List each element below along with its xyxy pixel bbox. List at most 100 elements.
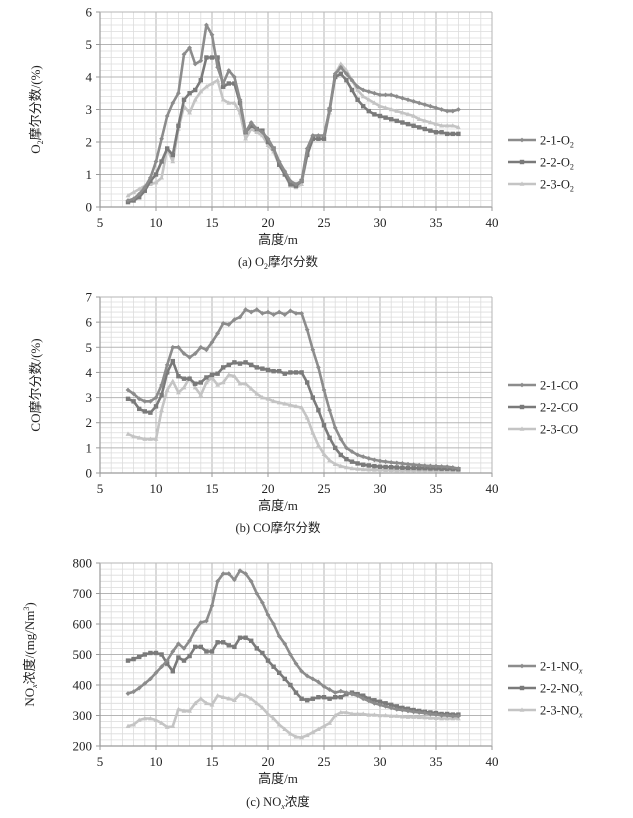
data-point-square <box>142 409 147 414</box>
data-point-square <box>383 701 388 706</box>
data-point-square <box>293 690 299 695</box>
data-point-triangle <box>388 713 394 718</box>
y-tick-label: 7 <box>86 290 93 305</box>
data-point-diamond <box>282 312 288 317</box>
data-point-diamond <box>519 663 525 669</box>
data-point-diamond <box>220 321 226 326</box>
x-tick-label: 30 <box>374 754 387 769</box>
data-point-square <box>377 113 383 119</box>
data-point-diamond <box>416 462 422 468</box>
data-point-square <box>187 376 192 381</box>
data-point-diamond <box>450 713 456 719</box>
x-tick-label: 40 <box>486 481 499 496</box>
data-point-diamond <box>215 578 220 584</box>
data-point-triangle <box>220 379 226 385</box>
x-tick-label: 35 <box>430 481 443 496</box>
data-point-triangle <box>271 715 276 721</box>
data-point-diamond <box>332 71 338 77</box>
data-point-triangle <box>198 696 204 701</box>
data-point-diamond <box>176 344 181 350</box>
data-point-diamond <box>226 68 232 73</box>
data-point-triangle <box>271 398 276 404</box>
data-point-diamond <box>299 178 304 184</box>
data-point-square <box>215 371 220 376</box>
data-point-square <box>249 638 254 643</box>
data-point-square <box>282 371 287 376</box>
data-point-triangle <box>181 708 187 713</box>
data-point-triangle <box>265 396 271 401</box>
data-point-square <box>372 464 377 469</box>
data-point-triangle <box>153 180 159 185</box>
data-point-triangle <box>433 121 439 126</box>
data-point-square <box>209 649 215 654</box>
data-point-triangle <box>405 714 411 719</box>
data-point-diamond <box>204 22 209 28</box>
data-point-triangle <box>265 711 271 716</box>
data-point-diamond <box>332 425 338 431</box>
data-point-square <box>361 693 366 698</box>
data-point-square <box>148 410 153 415</box>
data-point-diamond <box>215 331 220 336</box>
data-point-diamond <box>310 347 316 353</box>
data-point-diamond <box>377 458 383 464</box>
data-point-square <box>226 81 231 86</box>
data-point-diamond <box>422 102 428 108</box>
data-point-diamond <box>288 652 293 657</box>
data-point-square <box>243 635 248 640</box>
series-2-3-O2 <box>125 61 461 198</box>
data-point-diamond <box>209 339 215 345</box>
data-point-triangle <box>405 111 411 117</box>
data-point-diamond <box>164 658 170 663</box>
data-point-triangle <box>444 715 450 721</box>
data-point-triangle <box>316 726 321 732</box>
data-point-square <box>204 375 209 380</box>
data-point-triangle <box>148 715 153 721</box>
data-point-diamond <box>159 382 164 388</box>
data-point-square <box>377 699 383 704</box>
data-point-triangle <box>400 467 405 473</box>
data-point-diamond <box>209 603 215 609</box>
legend-label-main: 2-2-O <box>540 156 570 170</box>
data-point-triangle <box>164 387 170 392</box>
data-point-diamond <box>198 58 204 64</box>
data-point-square <box>383 115 388 120</box>
data-point-triangle <box>416 714 422 720</box>
data-point-triangle <box>136 186 142 191</box>
data-point-triangle <box>164 724 170 729</box>
legend-label-subscript: 2 <box>570 163 574 172</box>
data-point-triangle <box>299 405 304 410</box>
data-point-diamond <box>125 691 131 696</box>
data-point-square <box>417 466 422 471</box>
data-point-triangle <box>170 378 176 384</box>
caption-subscript: 2 <box>264 262 268 271</box>
data-point-diamond <box>428 103 433 109</box>
data-point-square <box>338 71 343 76</box>
x-axis-label: 高度/m <box>258 232 298 247</box>
data-point-square <box>439 130 444 135</box>
data-point-diamond <box>439 713 444 718</box>
data-point-triangle <box>293 734 299 739</box>
y-tick-label: 5 <box>86 37 93 52</box>
data-point-diamond <box>265 612 271 618</box>
data-point-triangle <box>226 696 232 701</box>
data-point-diamond <box>153 159 159 164</box>
y-tick-label: 6 <box>86 315 93 330</box>
data-point-diamond <box>310 676 316 682</box>
data-point-diamond <box>377 702 383 708</box>
data-point-square <box>288 682 293 688</box>
data-point-square <box>299 696 304 701</box>
data-point-diamond <box>187 638 192 644</box>
legend-label-main: 2-3-NO <box>540 704 579 718</box>
data-point-square <box>148 650 153 656</box>
x-tick-label: 25 <box>318 481 331 496</box>
legend-label-main: 2-1-CO <box>540 379 578 393</box>
data-point-triangle <box>232 697 237 703</box>
data-point-diamond <box>226 571 232 577</box>
data-point-triangle <box>411 714 416 719</box>
data-point-square <box>361 104 366 109</box>
legend-item: 2-3-NOx <box>508 704 583 720</box>
data-point-square <box>316 695 321 700</box>
data-point-diamond <box>148 676 153 682</box>
data-point-triangle <box>220 694 226 699</box>
data-point-square <box>377 464 383 469</box>
